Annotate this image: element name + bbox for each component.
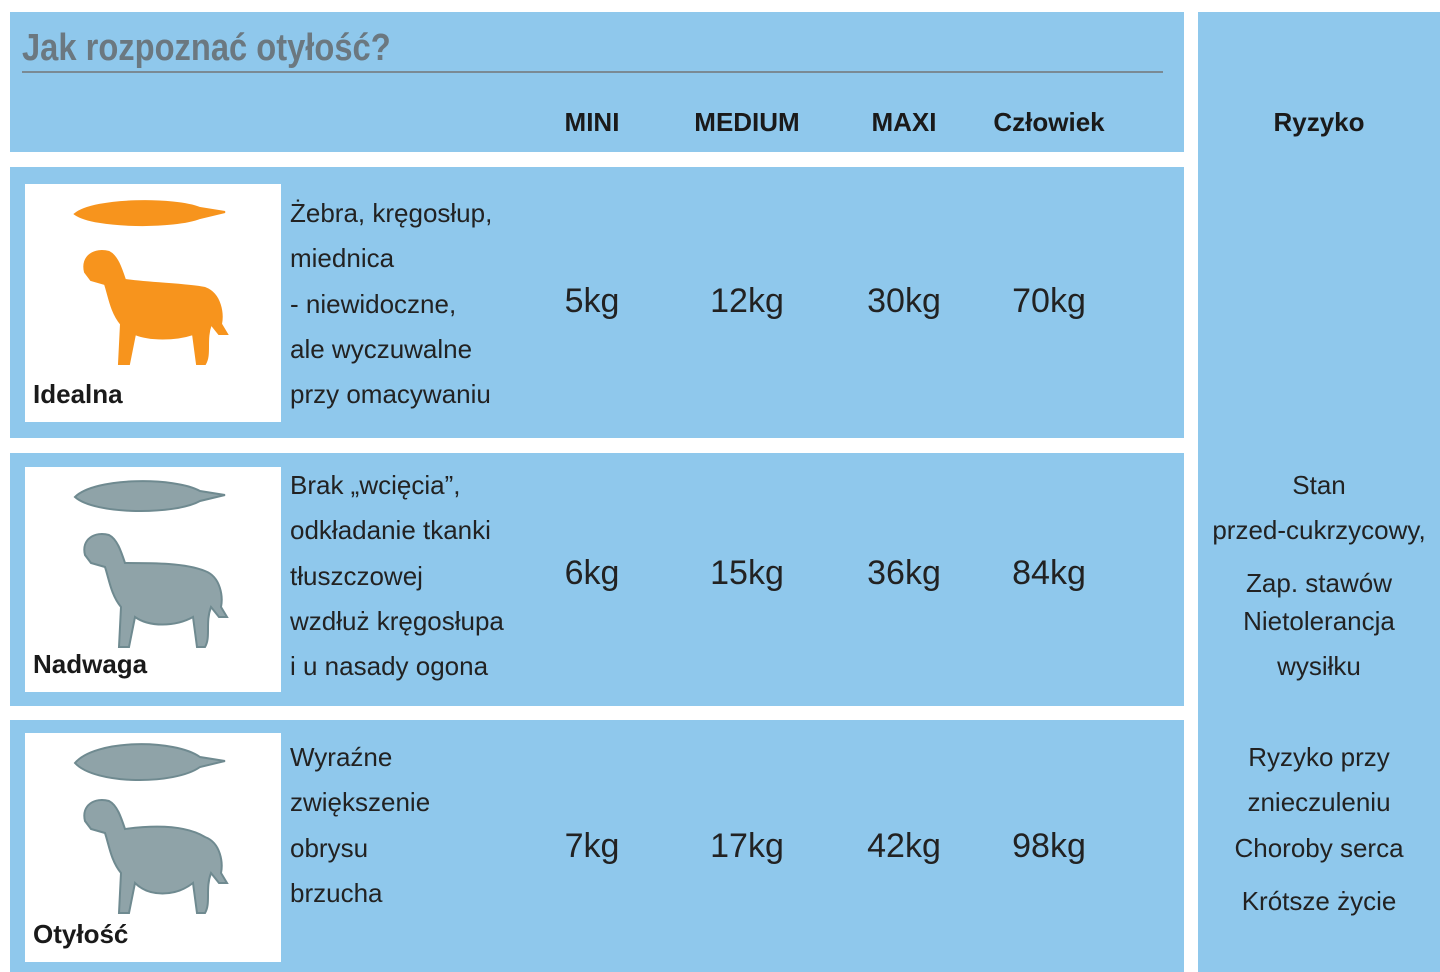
description-line: wzdłuż kręgosłupa (290, 605, 504, 636)
description-line: zwiększenie (290, 787, 431, 818)
row-label: Nadwaga (33, 649, 148, 679)
risk-line: Krótsze życie (1241, 886, 1397, 916)
weight: 42kg (867, 827, 941, 865)
row-label: Idealna (33, 379, 123, 409)
title: Jak rozpoznać otyłość? (22, 27, 391, 69)
description-line: - niewidoczne, (290, 288, 457, 319)
risk-line: Nietolerancja (1243, 606, 1395, 636)
weight: 6kg (564, 554, 620, 592)
dog-illustration (73, 480, 229, 648)
risk-line: Stan (1292, 470, 1346, 500)
description-line: przy omacywaniu (290, 379, 491, 410)
description-line: odkładanie tkanki (290, 515, 491, 546)
column-header: MEDIUM (694, 107, 800, 137)
risk-line: przed-cukrzycowy, (1212, 515, 1426, 545)
column-header: MINI (564, 107, 620, 137)
description-line: Żebra, kręgosłup, (290, 198, 493, 228)
description-line: Wyraźne (290, 742, 393, 772)
title-rule (22, 71, 1163, 73)
weight: 7kg (564, 827, 620, 865)
risk-panel (1198, 12, 1440, 972)
row-label: Otyłość (33, 919, 129, 949)
weight: 15kg (710, 554, 784, 592)
description-line: i u nasady ogona (290, 651, 489, 682)
dog-illustration (73, 200, 229, 365)
image-box (25, 467, 281, 692)
weight: 36kg (867, 554, 941, 592)
weight: 70kg (1012, 282, 1086, 320)
risk-line: wysiłku (1277, 651, 1361, 681)
weight: 30kg (867, 282, 941, 320)
weight: 84kg (1012, 554, 1086, 592)
description-line: miednica (290, 243, 395, 274)
dog-illustration (73, 743, 229, 914)
description-line: tłuszczowej (290, 560, 423, 591)
description-line: brzucha (290, 877, 383, 908)
weight: 98kg (1012, 827, 1086, 865)
description-line: Brak „wcięcia”, (290, 470, 461, 500)
image-box (25, 184, 281, 422)
weight: 12kg (710, 282, 784, 320)
weight: 5kg (564, 282, 620, 320)
risk-line: znieczuleniu (1247, 787, 1391, 817)
risk-line: Ryzyko przy (1248, 742, 1390, 772)
risk-header: Ryzyko (1273, 107, 1365, 137)
column-header: MAXI (871, 107, 937, 137)
column-header: Człowiek (993, 107, 1105, 137)
description-line: ale wyczuwalne (290, 333, 473, 364)
risk-line: Choroby serca (1234, 833, 1404, 863)
description-line: obrysu (290, 832, 369, 863)
image-box (25, 733, 281, 962)
risk-line: Zap. stawów (1246, 568, 1392, 598)
weight: 17kg (710, 827, 784, 865)
header-panel (10, 12, 1184, 152)
